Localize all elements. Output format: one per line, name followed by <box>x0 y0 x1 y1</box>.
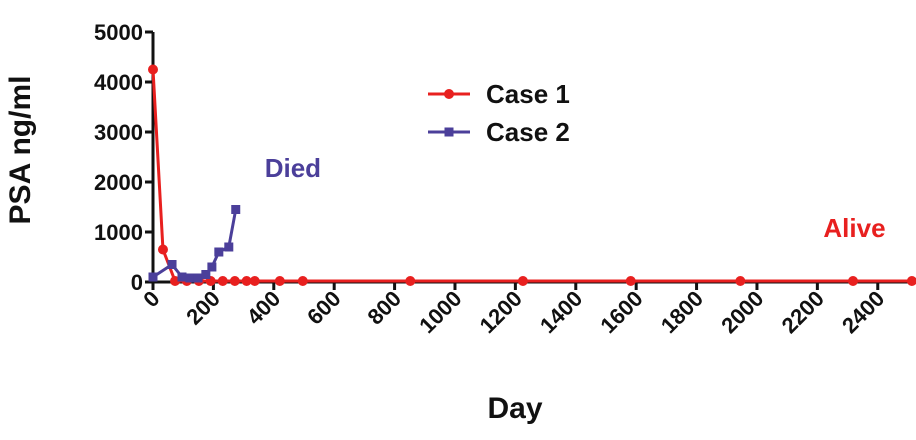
legend-marker <box>444 127 454 137</box>
annotation: Died <box>265 153 321 183</box>
data-point <box>157 244 168 255</box>
data-point <box>517 276 528 286</box>
y-tick-label: 0 <box>131 270 143 295</box>
annotation: Alive <box>823 213 885 243</box>
data-point <box>249 276 260 286</box>
legend-marker <box>444 89 454 99</box>
data-point <box>217 276 228 286</box>
y-tick-label: 5000 <box>94 20 143 45</box>
data-point <box>148 64 158 75</box>
y-tick-label: 3000 <box>94 120 143 145</box>
legend-label: Case 1 <box>486 79 570 109</box>
x-tick-label: 600 <box>302 286 346 330</box>
x-axis-title: Day <box>487 392 542 425</box>
x-tick-label: 2200 <box>777 286 829 338</box>
data-point <box>274 276 285 286</box>
data-point <box>201 270 211 279</box>
x-tick-label: 200 <box>181 286 225 330</box>
data-point <box>405 276 416 286</box>
data-point <box>185 273 195 283</box>
data-point <box>193 273 203 283</box>
data-point <box>906 276 916 286</box>
x-tick-label: 1800 <box>656 286 708 338</box>
x-tick-label: 2400 <box>837 286 889 338</box>
y-tick-label: 4000 <box>94 70 143 95</box>
x-tick-label: 1600 <box>595 286 647 338</box>
data-point <box>229 276 240 286</box>
x-tick-label: 800 <box>362 286 406 330</box>
x-tick-label: 1400 <box>535 286 587 338</box>
x-tick-label: 1000 <box>414 286 466 338</box>
data-point <box>625 276 636 286</box>
x-tick-label: 1200 <box>475 286 527 338</box>
data-point <box>231 205 241 214</box>
legend-label: Case 2 <box>486 117 570 147</box>
y-tick-label: 1000 <box>94 220 143 245</box>
data-point <box>241 276 252 286</box>
data-point <box>167 260 177 269</box>
x-tick-label: 0 <box>138 286 164 312</box>
y-axis-title: PSA ng/ml <box>4 76 37 225</box>
data-point <box>735 276 746 286</box>
y-tick-label: 2000 <box>94 170 143 195</box>
data-point <box>847 276 858 286</box>
data-point <box>207 262 217 272</box>
series-line <box>152 209 238 280</box>
data-point <box>214 247 224 257</box>
data-point <box>148 272 158 282</box>
data-point <box>177 272 187 282</box>
x-tick-label: 400 <box>242 286 286 330</box>
x-tick-label: 2000 <box>716 286 768 338</box>
data-point <box>297 276 308 286</box>
data-point <box>224 242 234 252</box>
